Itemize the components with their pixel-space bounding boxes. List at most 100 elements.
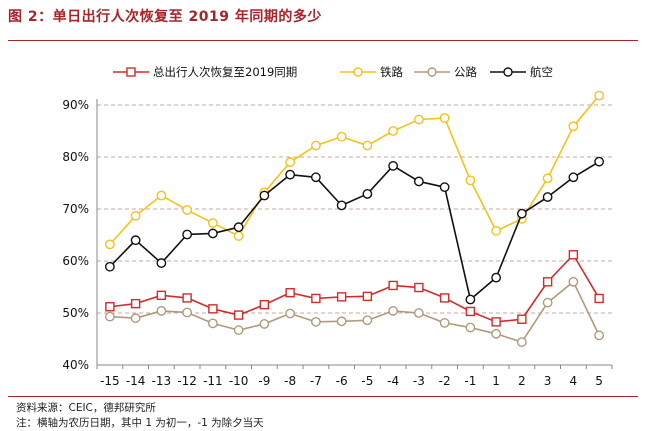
data-point	[491, 328, 502, 339]
legend-marker	[353, 67, 363, 77]
data-point	[104, 261, 115, 272]
data-point	[130, 235, 141, 246]
data-point	[362, 315, 373, 326]
x-tick-label: -5	[361, 374, 373, 388]
data-point	[594, 293, 604, 304]
data-point	[311, 293, 321, 304]
data-point	[594, 330, 605, 341]
data-point	[414, 282, 424, 293]
x-tick-label: -13	[152, 374, 172, 388]
data-point	[594, 156, 605, 167]
data-point	[568, 121, 579, 132]
y-tick-label: 90%	[62, 98, 89, 112]
data-point	[310, 140, 321, 151]
data-point	[542, 173, 553, 184]
legend: 总出行人次恢复至2019同期 铁路 公路 航空	[113, 65, 553, 79]
data-point	[182, 205, 193, 215]
data-point	[465, 322, 476, 333]
x-tick-label: -14	[126, 374, 146, 388]
data-point	[336, 316, 347, 327]
data-point	[233, 325, 244, 336]
figure-title: 图 2：单日出行人次恢复至 2019 年同期的多少	[8, 9, 322, 25]
data-point	[542, 297, 553, 308]
x-tick-label: 1	[492, 374, 500, 388]
data-point	[362, 140, 373, 151]
data-point	[285, 157, 296, 168]
title-rule	[8, 40, 638, 41]
series-3	[104, 276, 605, 348]
axes: 40%50%60%70%80%90%-15 -14 -13 -12 -11 -10 -9 -8…	[62, 98, 613, 388]
data-point	[491, 225, 502, 236]
data-point	[156, 190, 167, 201]
data-point	[182, 293, 192, 303]
data-point	[156, 258, 167, 268]
data-point	[259, 190, 270, 201]
data-point	[388, 280, 398, 291]
data-point	[542, 277, 553, 287]
series-group	[104, 90, 605, 348]
data-point	[285, 169, 296, 180]
data-point	[182, 229, 193, 240]
series-4	[104, 156, 605, 305]
y-tick-label: 80%	[62, 150, 89, 164]
data-point	[336, 131, 347, 142]
y-tick-label: 70%	[62, 202, 89, 216]
data-point	[130, 210, 141, 221]
data-point	[336, 292, 347, 302]
data-point	[491, 272, 502, 283]
data-point	[336, 200, 347, 211]
x-tick-label: 2	[518, 374, 526, 388]
legend-marker	[126, 67, 136, 77]
legend-label: 航空	[530, 65, 553, 79]
x-tick-label: -1	[464, 374, 476, 388]
legend-item: 航空	[490, 65, 553, 79]
data-point	[285, 308, 296, 319]
grid-lines	[97, 104, 612, 314]
data-point	[413, 114, 424, 125]
x-tick-label: -15	[100, 374, 120, 388]
data-point	[156, 290, 167, 301]
x-tick-label: 4	[570, 374, 578, 388]
series-line	[109, 95, 600, 245]
data-point	[105, 302, 115, 312]
data-point	[465, 175, 476, 186]
data-point	[259, 299, 270, 310]
data-point	[568, 276, 579, 287]
x-tick-label: -12	[177, 374, 197, 388]
data-point	[208, 304, 218, 314]
data-point	[310, 316, 321, 327]
legend-item: 铁路	[340, 65, 403, 79]
data-point	[568, 250, 579, 260]
data-point	[207, 228, 218, 239]
data-point	[130, 298, 141, 309]
series-line	[109, 160, 600, 301]
data-point	[362, 291, 373, 302]
data-point	[207, 318, 218, 329]
line-chart: 40%50%60%70%80%90%-15 -14 -13 -12 -11 -10 -9 -8…	[62, 65, 613, 388]
data-point	[517, 314, 527, 324]
y-tick-label: 40%	[62, 358, 89, 372]
source-note: 资料来源：CEIC，德邦研究所	[16, 402, 156, 414]
data-point	[439, 293, 450, 303]
data-point	[465, 294, 476, 305]
data-point	[388, 306, 399, 316]
data-point	[516, 208, 527, 219]
data-point	[207, 218, 218, 228]
x-tick-label: -9	[258, 374, 270, 388]
x-tick-label: -2	[439, 374, 451, 388]
data-point	[516, 337, 527, 348]
data-point	[156, 306, 167, 316]
data-point	[104, 239, 115, 250]
data-point	[568, 172, 579, 183]
x-tick-label: -6	[336, 374, 348, 388]
x-tick-label: -3	[413, 374, 425, 388]
data-point	[182, 307, 193, 318]
x-tick-label: -11	[203, 374, 223, 388]
data-point	[413, 176, 424, 187]
data-point	[439, 317, 450, 328]
x-tick-label: -10	[229, 374, 249, 388]
legend-label: 总出行人次恢复至2019同期	[153, 65, 297, 79]
data-point	[465, 306, 476, 317]
data-point	[130, 313, 141, 324]
series-2	[104, 90, 605, 250]
